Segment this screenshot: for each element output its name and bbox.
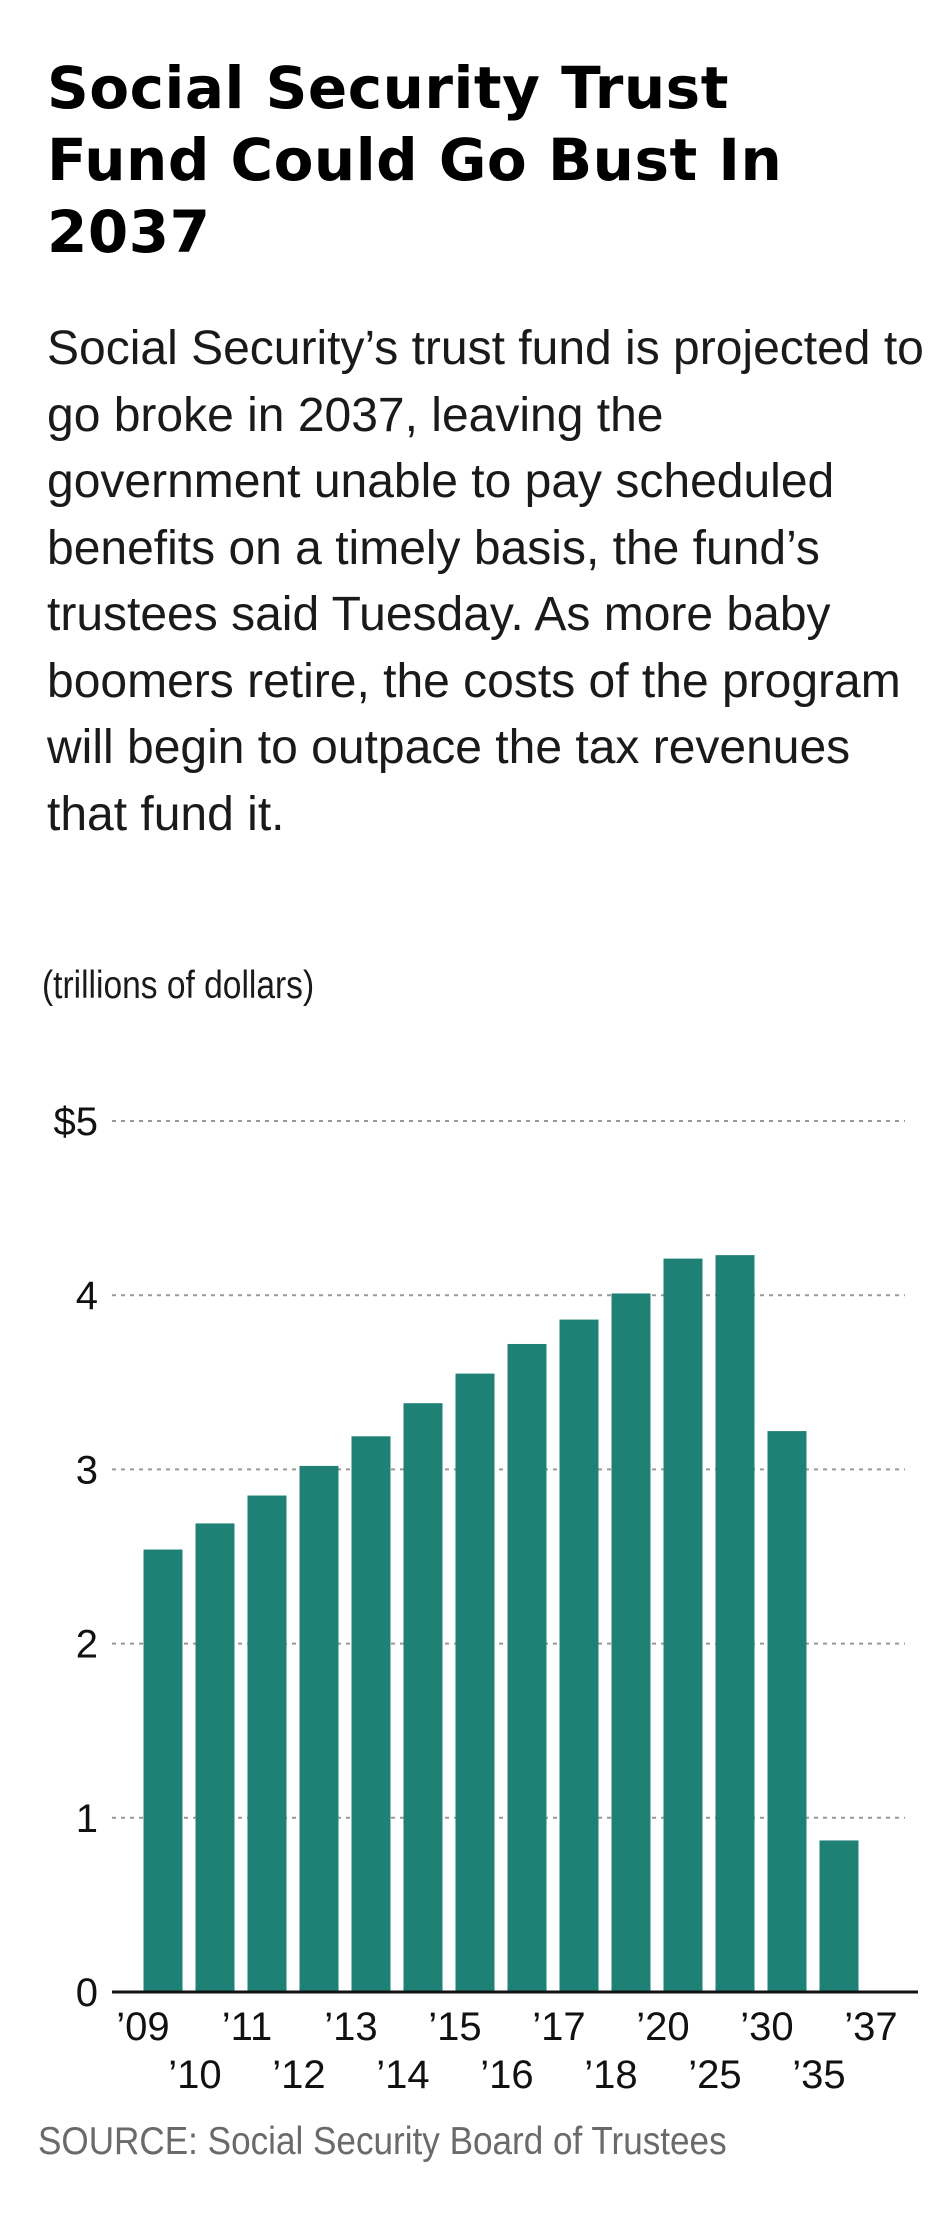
bar [559, 1319, 599, 1992]
y-tick-label: 0 [76, 1971, 98, 2015]
x-tick-label: ’35 [792, 2053, 845, 2090]
y-tick-labels: 0 1 2 3 4 $5 [54, 1100, 99, 2015]
x-tick-label: ’20 [636, 2005, 689, 2049]
bar [663, 1258, 703, 1992]
bar [767, 1431, 807, 1992]
y-tick-label: 4 [76, 1274, 98, 1318]
x-tick-label: ’13 [324, 2005, 377, 2049]
bar [611, 1293, 651, 1992]
bar [455, 1373, 495, 1992]
bar-chart: 0 1 2 3 4 $5 ’09 ’10’11’12 ’13 ’14 ’15 ’16 ’17 ’18 ’2… [54, 1100, 918, 2090]
bar [819, 1840, 859, 1992]
x-tick-label: ’16 [480, 2053, 533, 2090]
x-tick-labels: ’09 ’10’11’12 ’13 ’14 ’15 ’16 ’17 ’18 ’20 ’25 ’30 ’… [116, 2005, 897, 2090]
x-tick-label: ’12 [272, 2053, 325, 2090]
bar [247, 1495, 287, 1992]
bar [299, 1465, 339, 1992]
bar [195, 1523, 235, 1992]
x-tick-label: ’37 [844, 2005, 897, 2049]
y-tick-label: 1 [76, 1797, 98, 1841]
chart-headline: Social Security Trust Fund Could Go Bust… [47, 54, 783, 266]
bar [403, 1403, 443, 1992]
x-tick-label: ’25 [688, 2053, 741, 2090]
y-tick-label: 3 [76, 1448, 98, 1492]
bar [143, 1549, 183, 1992]
y-tick-label: $5 [54, 1100, 99, 1144]
bar [715, 1255, 755, 1992]
x-tick-label: ’30 [740, 2005, 793, 2049]
unit-label: (trillions of dollars) [42, 964, 315, 1007]
x-tick-label: ’15 [428, 2005, 481, 2049]
y-tick-label: 2 [76, 1623, 98, 1667]
chart-description: Social Security’s trust fund is projecte… [47, 322, 924, 841]
bars [143, 1255, 859, 1992]
x-tick-label: ’10 [168, 2053, 221, 2090]
bar [351, 1436, 391, 1992]
x-tick-label: ’14 [376, 2053, 429, 2090]
bar [507, 1343, 547, 1992]
x-tick-label: ’09 [116, 2005, 169, 2049]
x-tick-label: ’11 [222, 2005, 272, 2049]
x-tick-label: ’18 [584, 2053, 637, 2090]
x-tick-label: ’17 [532, 2005, 585, 2049]
source-credit: SOURCE: Social Security Board of Trustee… [38, 2120, 727, 2163]
